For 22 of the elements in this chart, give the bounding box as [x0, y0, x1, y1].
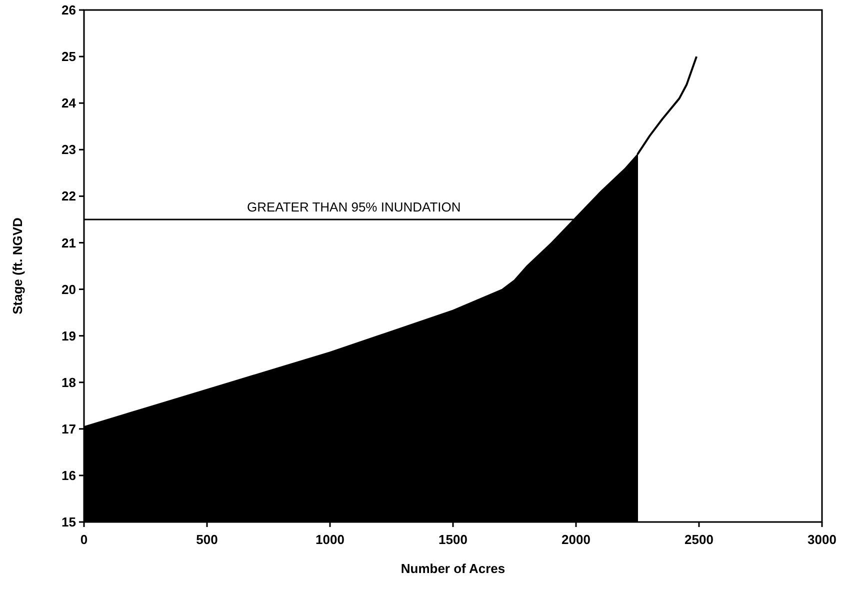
y-tick-label: 19 — [62, 328, 76, 344]
y-tick-label: 24 — [62, 96, 77, 111]
x-tick-label: 500 — [196, 532, 218, 547]
y-tick-label: 22 — [62, 188, 76, 204]
x-tick-label: 0 — [80, 532, 88, 547]
y-axis-title: Stage (ft. NGVD — [10, 218, 25, 314]
y-tick-label: 20 — [62, 282, 76, 297]
y-tick-label: 17 — [62, 421, 76, 436]
x-tick-label: 3000 — [808, 532, 836, 547]
y-tick-label: 26 — [62, 2, 76, 18]
ref-line-label: GREATER THAN 95% INUNDATION — [246, 199, 461, 214]
x-tick-label: 1000 — [316, 532, 344, 547]
y-tick-label: 18 — [62, 374, 76, 390]
y-tick-label: 15 — [62, 514, 76, 530]
x-tick-label: 2000 — [562, 532, 590, 547]
y-tick-label: 21 — [62, 235, 76, 250]
x-tick-label: 1500 — [438, 532, 468, 547]
y-tick-label: 23 — [62, 142, 76, 158]
x-tick-label: 2500 — [684, 532, 714, 547]
y-tick-label: 16 — [62, 468, 76, 484]
y-tick-label: 25 — [62, 49, 76, 64]
x-axis-title: Number of Acres — [400, 561, 506, 576]
